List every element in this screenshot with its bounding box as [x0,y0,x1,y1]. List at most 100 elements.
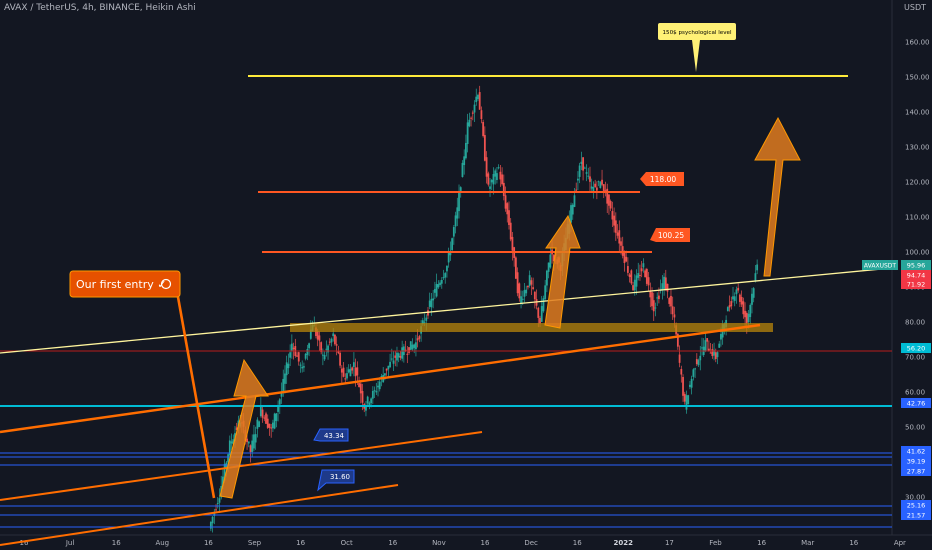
psych-level-callout[interactable]: 150$ psychological level [658,23,736,72]
candle-body [358,383,360,387]
lower-trendline-1[interactable] [0,431,483,501]
candle-body [685,395,688,410]
candle-body [271,422,274,429]
candle-body [268,423,271,428]
x-tick-label: Mar [801,539,814,547]
candle-body [707,348,710,352]
rising-support-trendline[interactable] [0,323,761,434]
up-arrow-1[interactable] [219,358,269,499]
x-tick-label: 2022 [614,539,634,547]
candle-body [349,368,352,377]
candle-body [514,257,517,279]
candle-body [601,179,603,185]
x-tick-label: 17 [665,539,674,547]
candle-body [614,220,617,233]
candle-body [296,355,298,357]
candle-body [232,439,235,445]
candle-body [628,274,631,278]
candle-body [573,195,576,207]
candle-body [511,236,514,251]
level-43-text: 43.34 [324,432,345,440]
candle-body [227,454,229,463]
long-trendline[interactable] [0,267,893,354]
first-entry-callout[interactable]: Our first entry ✓ [69,270,181,298]
candle-body [709,352,712,354]
up-arrow-2[interactable] [544,214,581,329]
x-tick-label: Nov [432,539,446,547]
candle-body [246,438,248,443]
y-tick-label: 160.00 [905,39,930,47]
candle-body [632,285,634,291]
candle-body [666,283,669,292]
candle-body [645,269,648,284]
candle-body [471,112,474,114]
price-badge-bg [901,260,931,270]
candle-body [609,201,612,209]
price-badge-value: 21.57 [907,512,926,520]
candle-body [433,289,436,293]
candle-body [278,399,281,405]
candle-body [456,207,459,219]
candle-body [687,395,690,405]
candle-body [582,157,584,171]
candle-body [375,391,378,393]
up-arrow-3[interactable] [754,116,801,277]
candle-body [587,175,590,177]
candle-body [466,122,469,144]
price-badge[interactable]: 41.62 [901,446,931,456]
candle-body [442,277,445,279]
candle-body [263,417,266,419]
candle-body [497,167,500,169]
price-badge-bg [901,279,931,289]
candle-body [361,390,364,403]
candle-body [390,358,393,360]
y-tick-label: 50.00 [905,424,925,432]
candle-body [623,252,626,263]
candle-body [656,297,659,299]
lower-trendline-2[interactable] [0,484,399,546]
candle-body [309,329,312,339]
candle-body [327,345,329,353]
y-tick-label: 150.00 [905,74,930,82]
x-tick-label: Aug [155,539,169,547]
currency-label[interactable]: USDT [904,3,926,12]
entry-pointer-line[interactable] [176,296,216,499]
price-badge[interactable]: 39.19 [901,456,931,466]
x-axis[interactable]: 16 Jul 16 Aug 16 Sep 16 Oct 16 Nov 16 Dec 16 2022 17 Fe… [20,539,907,547]
candle-body [690,378,693,388]
price-badge[interactable]: 94.74 [901,270,931,280]
candle-body [575,189,578,191]
candle-body [473,104,476,113]
y-tick-label: 30.00 [905,494,925,502]
candle-body [745,312,748,324]
candle-body [706,338,709,342]
candle-body [668,298,671,304]
candle-body [626,266,629,273]
price-badge[interactable]: 42.76 [901,398,931,408]
candle-body [449,251,452,256]
candle-body [404,349,407,352]
candle-body [458,192,460,212]
candle-body [742,301,745,315]
candle-body [523,290,526,297]
price-badge[interactable]: 21.57 [901,510,931,520]
price-badge[interactable]: 25.16 [901,500,931,510]
candle-body [285,362,288,376]
level-43-callout[interactable]: 43.34 [313,428,349,442]
candle-body [339,352,342,366]
level-100-callout[interactable]: 100.25 [650,228,690,242]
price-badge[interactable]: 27.87 [901,466,931,476]
candle-body [461,162,464,177]
support-zone[interactable] [290,323,773,332]
candle-body [499,171,502,180]
first-entry-icon [160,278,172,290]
level-31-callout[interactable]: 31.60 [317,469,355,492]
level-118-callout[interactable]: 118.00 [640,172,684,186]
candle-body [644,270,647,278]
candle-body [737,287,740,291]
price-badge[interactable]: 56.20 [901,343,931,353]
price-badge[interactable]: 71.92 [901,279,931,289]
price-badge-bg [901,466,931,476]
candle-body [728,305,731,308]
